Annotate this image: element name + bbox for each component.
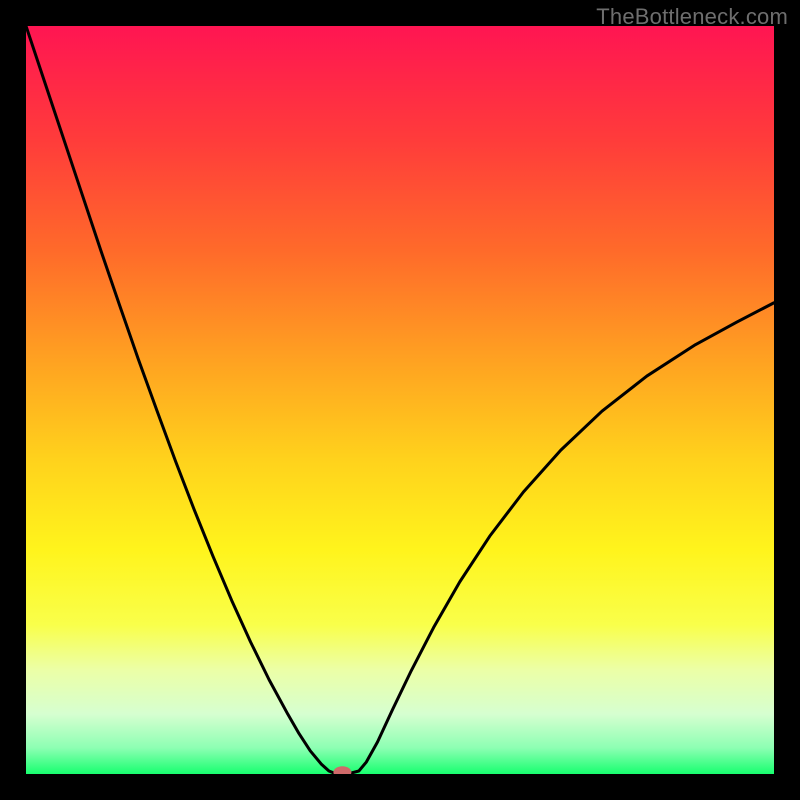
chart-frame: TheBottleneck.com (0, 0, 800, 800)
bottleneck-curve-chart (0, 0, 800, 800)
plot-background (26, 26, 774, 774)
minimum-marker (333, 766, 351, 778)
